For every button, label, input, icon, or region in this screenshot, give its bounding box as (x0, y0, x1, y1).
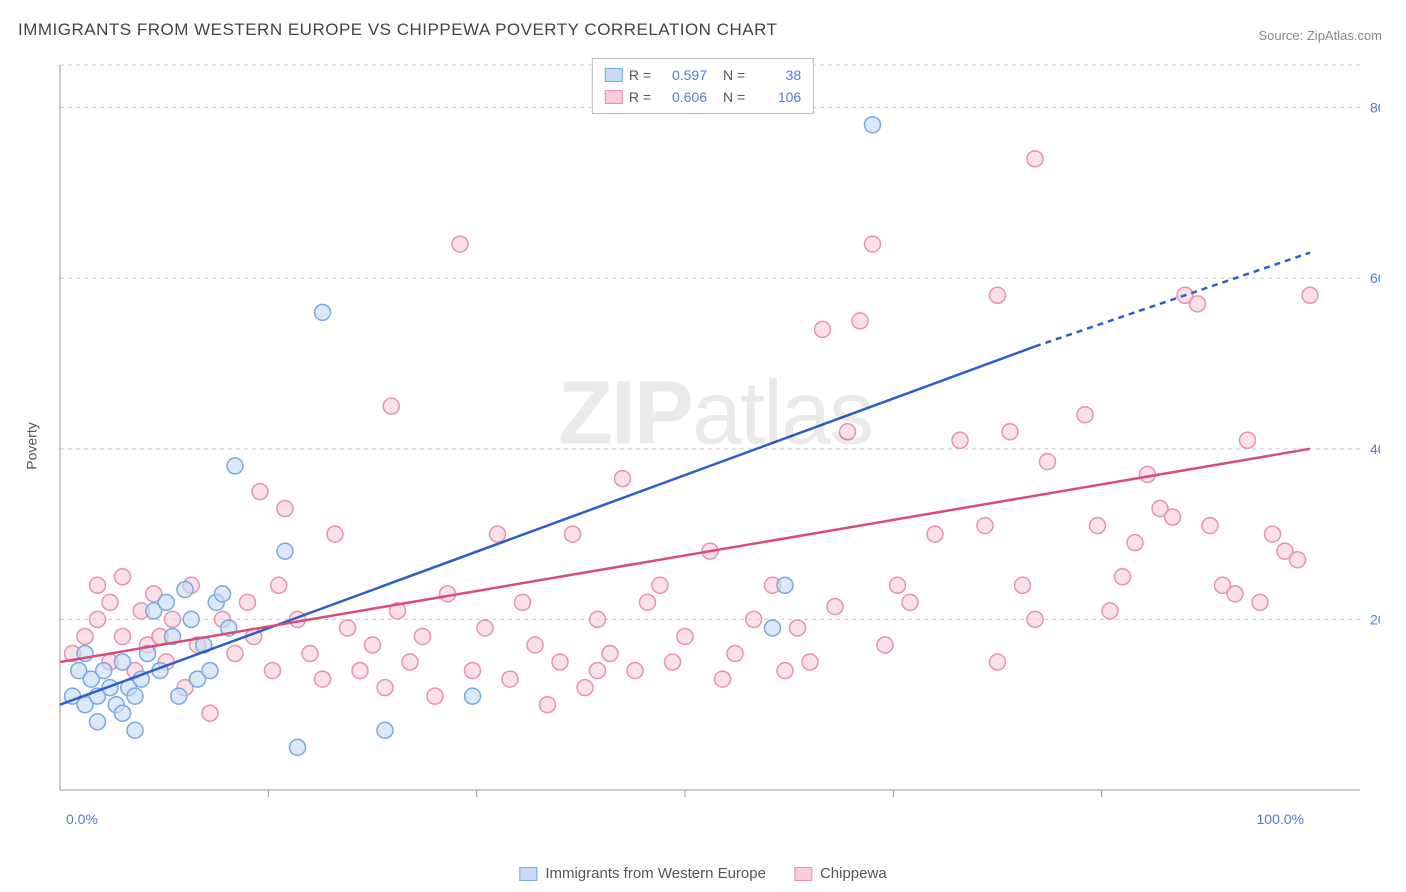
r-label: R = (629, 86, 651, 108)
series-legend: Immigrants from Western Europe Chippewa (519, 865, 886, 882)
svg-text:100.0%: 100.0% (1257, 811, 1304, 827)
y-axis-label: Poverty (24, 422, 40, 469)
svg-text:0.0%: 0.0% (66, 811, 98, 827)
legend-row-series-2: R = 0.606 N = 106 (605, 86, 801, 108)
n-label: N = (723, 64, 745, 86)
r-label: R = (629, 64, 651, 86)
r-value-2: 0.606 (657, 86, 707, 108)
series-2-name: Chippewa (820, 865, 887, 882)
n-value-1: 38 (751, 64, 801, 86)
chart-area: 20.0%40.0%60.0%80.0%0.0%100.0% ZIPatlas (50, 60, 1380, 830)
legend-row-series-1: R = 0.597 N = 38 (605, 64, 801, 86)
legend-swatch-blue (519, 867, 537, 881)
series-1-name: Immigrants from Western Europe (545, 865, 766, 882)
scatter-plot-svg: 20.0% 40.0% 60.0% 80.0% 0.0% 100.0% (50, 60, 1380, 830)
svg-text:40.0%: 40.0% (1370, 441, 1380, 457)
n-label: N = (723, 86, 745, 108)
legend-item-blue: Immigrants from Western Europe (519, 865, 766, 882)
correlation-legend: R = 0.597 N = 38 R = 0.606 N = 106 (592, 58, 814, 114)
n-value-2: 106 (751, 86, 801, 108)
legend-swatch-blue (605, 68, 623, 82)
r-value-1: 0.597 (657, 64, 707, 86)
svg-text:20.0%: 20.0% (1370, 611, 1380, 627)
legend-item-pink: Chippewa (794, 865, 887, 882)
legend-swatch-pink (605, 90, 623, 104)
svg-text:80.0%: 80.0% (1370, 100, 1380, 116)
source-attribution: Source: ZipAtlas.com (1258, 28, 1382, 43)
svg-text:60.0%: 60.0% (1370, 270, 1380, 286)
legend-swatch-pink (794, 867, 812, 881)
chart-title: IMMIGRANTS FROM WESTERN EUROPE VS CHIPPE… (18, 20, 777, 40)
